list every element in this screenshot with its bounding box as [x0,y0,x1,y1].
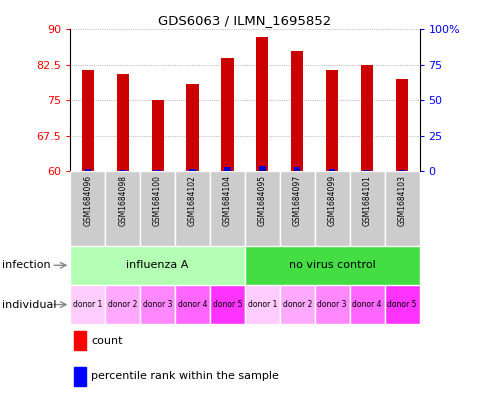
Bar [70,285,105,324]
Text: GSM1684100: GSM1684100 [153,174,162,226]
Text: donor 2: donor 2 [282,300,311,309]
Bar [210,285,244,324]
Bar [384,171,419,246]
Bar [314,285,349,324]
Text: donor 5: donor 5 [212,300,242,309]
Text: GSM1684099: GSM1684099 [327,174,336,226]
Text: donor 4: donor 4 [178,300,207,309]
Text: no virus control: no virus control [288,260,375,270]
Bar [395,79,408,171]
Bar [398,169,404,171]
Bar [116,74,129,171]
Bar [70,171,105,246]
Bar [349,171,384,246]
Text: donor 4: donor 4 [352,300,381,309]
Text: GSM1684101: GSM1684101 [362,174,371,226]
Bar [74,331,86,351]
Title: GDS6063 / ILMN_1695852: GDS6063 / ILMN_1695852 [158,14,331,27]
Bar [384,285,419,324]
Text: GSM1684097: GSM1684097 [292,174,301,226]
Bar [221,58,233,171]
Bar [74,367,86,386]
Bar [360,65,373,171]
Bar [325,70,338,171]
Bar [120,169,125,171]
Bar [349,285,384,324]
Bar [244,171,279,246]
Bar [175,285,210,324]
Bar [329,169,334,171]
Bar [105,285,140,324]
Text: infection: infection [2,260,51,270]
Bar [140,285,175,324]
Text: GSM1684104: GSM1684104 [223,174,231,226]
Text: GSM1684096: GSM1684096 [83,174,92,226]
Bar [363,169,369,171]
Text: GSM1684095: GSM1684095 [257,174,266,226]
Text: donor 1: donor 1 [247,300,276,309]
Text: donor 3: donor 3 [143,300,172,309]
Bar [294,167,300,171]
Text: donor 1: donor 1 [73,300,102,309]
Bar [224,167,230,171]
Text: GSM1684098: GSM1684098 [118,174,127,226]
Text: individual: individual [2,299,57,310]
Bar [154,169,160,171]
Text: count: count [91,336,122,346]
Bar [210,171,244,246]
Bar [186,84,198,171]
Bar [105,171,140,246]
Bar [259,166,265,171]
Bar [314,171,349,246]
Bar [140,171,175,246]
Bar [189,169,195,171]
Text: donor 2: donor 2 [108,300,137,309]
Bar [175,171,210,246]
Text: GSM1684102: GSM1684102 [188,174,197,226]
Bar [81,70,94,171]
Bar [151,100,164,171]
Bar [70,246,244,285]
Text: GSM1684103: GSM1684103 [397,174,406,226]
Bar [279,171,314,246]
Text: donor 5: donor 5 [387,300,416,309]
Bar [85,169,91,171]
Bar [290,51,303,171]
Text: influenza A: influenza A [126,260,188,270]
Bar [244,246,419,285]
Bar [256,37,268,171]
Text: percentile rank within the sample: percentile rank within the sample [91,371,279,382]
Bar [279,285,314,324]
Bar [244,285,279,324]
Text: donor 3: donor 3 [317,300,346,309]
